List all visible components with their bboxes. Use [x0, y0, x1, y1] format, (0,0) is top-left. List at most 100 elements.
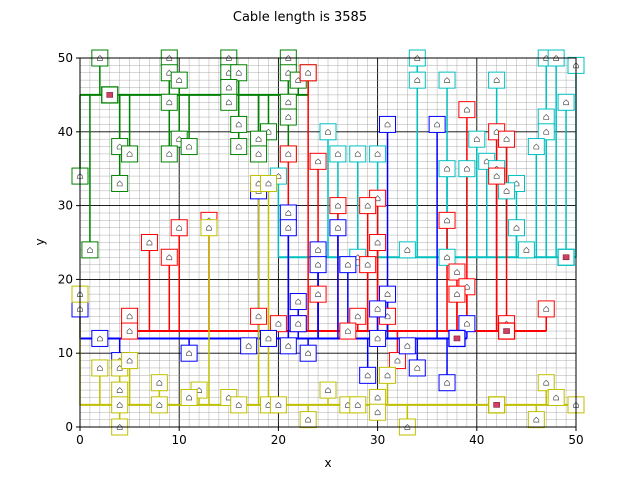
house-icon	[543, 305, 550, 312]
house-marker	[359, 256, 377, 274]
house-marker-box	[279, 108, 297, 126]
house-icon	[325, 387, 331, 393]
house-marker	[121, 322, 139, 340]
house-marker	[309, 285, 327, 303]
house-marker-box	[111, 381, 129, 399]
y-tick-label: 40	[58, 125, 73, 139]
house-marker	[240, 337, 258, 355]
house-icon	[77, 173, 83, 179]
house-marker	[160, 145, 178, 163]
house-icon	[285, 150, 292, 157]
house-marker	[438, 160, 456, 178]
substation-marker	[101, 86, 119, 104]
house-icon	[543, 128, 550, 135]
house-marker-box	[369, 145, 387, 163]
house-icon	[414, 77, 421, 83]
house-marker	[279, 108, 297, 126]
house-marker-box	[111, 174, 129, 192]
house-icon	[384, 291, 391, 298]
house-marker-box	[349, 145, 367, 163]
x-tick-label: 0	[76, 433, 84, 447]
house-icon	[444, 254, 450, 261]
house-marker	[379, 366, 397, 384]
house-icon	[374, 305, 381, 312]
house-marker	[527, 138, 545, 156]
house-marker	[537, 374, 555, 392]
house-icon	[305, 350, 312, 357]
house-marker-box	[279, 93, 297, 111]
house-icon	[454, 291, 460, 298]
house-marker-box	[438, 160, 456, 178]
house-icon	[235, 121, 242, 128]
house-icon	[364, 261, 371, 268]
house-marker-box	[329, 197, 347, 215]
house-marker-box	[458, 160, 476, 178]
house-icon	[305, 416, 312, 423]
house-icon	[156, 379, 163, 386]
house-marker-box	[299, 344, 317, 362]
substation-marker	[557, 248, 575, 266]
house-marker-box	[468, 130, 486, 148]
house-marker-box	[438, 374, 456, 392]
house-marker	[309, 241, 327, 259]
house-marker	[91, 359, 109, 377]
house-marker-box	[428, 115, 446, 133]
house-marker	[220, 79, 238, 97]
house-marker	[111, 396, 129, 414]
house-marker-box	[438, 71, 456, 89]
substation-icon	[453, 335, 461, 342]
house-marker-box	[369, 234, 387, 251]
house-marker-box	[359, 197, 377, 215]
house-marker-box	[537, 123, 555, 141]
house-icon	[225, 99, 232, 106]
house-marker-box	[111, 396, 129, 414]
house-marker	[349, 396, 367, 414]
x-tick-label: 40	[469, 433, 484, 447]
house-marker-box	[537, 300, 555, 318]
y-tick-label: 20	[58, 272, 73, 286]
house-icon	[563, 99, 569, 106]
house-icon	[285, 114, 292, 120]
house-marker-box	[537, 108, 555, 126]
house-marker	[369, 388, 387, 406]
house-icon	[374, 150, 381, 157]
house-marker-box	[170, 219, 188, 237]
house-marker-box	[359, 256, 377, 274]
house-marker-box	[557, 93, 575, 111]
house-marker-box	[498, 182, 516, 200]
house-icon	[255, 150, 262, 157]
house-marker	[269, 315, 287, 333]
house-marker	[369, 403, 387, 421]
house-marker-box	[339, 256, 357, 274]
house-icon	[126, 357, 133, 364]
house-marker	[150, 374, 168, 392]
house-marker-box	[339, 322, 357, 340]
house-marker-box	[309, 152, 327, 170]
house-icon	[186, 350, 192, 357]
house-marker	[289, 315, 307, 333]
house-marker-box	[398, 241, 416, 259]
house-marker	[160, 93, 178, 111]
house-marker-box	[269, 396, 287, 414]
house-marker-box	[507, 219, 525, 237]
house-marker	[299, 344, 317, 362]
house-marker	[488, 71, 506, 89]
house-icon	[354, 401, 361, 408]
house-marker-box	[379, 285, 397, 303]
house-marker	[121, 145, 139, 163]
house-icon	[335, 150, 341, 157]
house-marker-box	[379, 366, 397, 384]
house-marker-box	[150, 374, 168, 392]
house-icon	[285, 342, 292, 349]
house-marker-box	[170, 71, 188, 89]
house-marker-box	[448, 285, 466, 303]
house-marker-box	[160, 93, 178, 111]
house-marker-box	[299, 64, 317, 82]
house-icon	[344, 328, 351, 334]
house-marker	[81, 241, 99, 259]
house-marker	[299, 64, 317, 82]
house-marker-box	[200, 219, 218, 237]
house-icon	[394, 357, 401, 364]
house-marker-box	[240, 337, 258, 355]
